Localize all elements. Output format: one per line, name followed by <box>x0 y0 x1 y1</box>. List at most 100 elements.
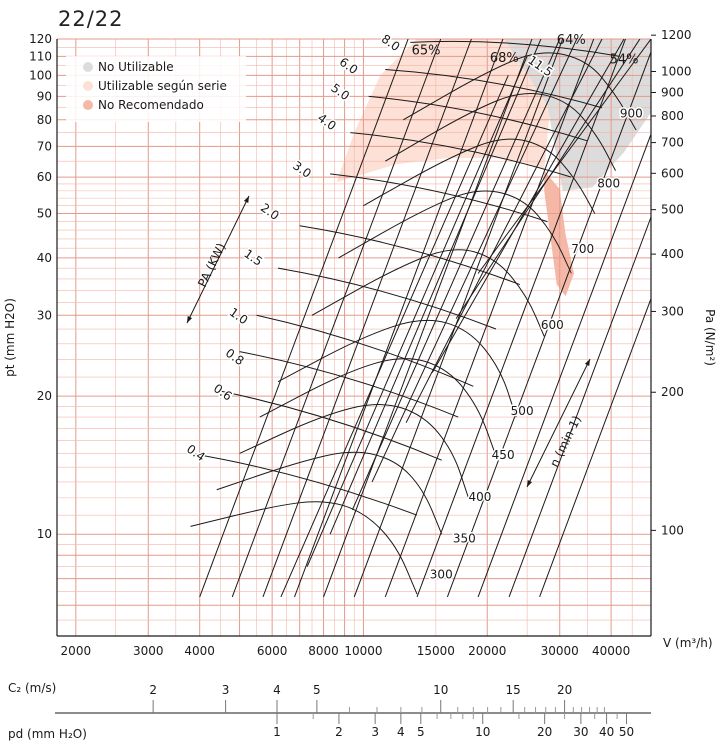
speed-line-500 <box>371 39 578 483</box>
power-arrow <box>186 195 250 324</box>
x-tick-label: 4000 <box>184 644 215 658</box>
x-tick-label: 20000 <box>468 644 506 658</box>
chart-lines <box>190 39 651 598</box>
pd-tick-label: 3 <box>371 725 379 739</box>
system-line <box>199 39 409 598</box>
pd-tick-label: 50 <box>619 725 634 739</box>
power-label-1.5: 1.5 <box>241 246 265 268</box>
c2-label: C₂ (m/s) <box>8 681 56 695</box>
y-axis-left-label: pt (mm H2O) <box>3 298 17 377</box>
pd-label: pd (mm H₂O) <box>8 727 87 741</box>
power-line-2.0 <box>299 225 521 286</box>
system-line <box>477 132 651 598</box>
power-label-5.0: 5.0 <box>328 81 352 103</box>
zone-no-recomendado <box>544 170 574 297</box>
speed-label-800: 800 <box>597 176 620 190</box>
pd-tick-label: 20 <box>537 725 552 739</box>
power-line-3.0 <box>330 173 548 223</box>
x-tick-label: 15000 <box>417 644 455 658</box>
speed-line-600 <box>405 39 603 423</box>
grid <box>57 38 652 637</box>
y-right-tick-label: 300 <box>661 304 684 318</box>
fan-curve-800 <box>363 138 596 214</box>
power-label-0.4: 0.4 <box>184 442 208 464</box>
c2-tick-label: 10 <box>433 683 448 697</box>
system-line <box>446 50 651 598</box>
y-right-tick-label: 700 <box>661 136 684 150</box>
y-left-tick-label: 120 <box>29 32 52 46</box>
x-tick-label: 30000 <box>541 644 579 658</box>
y-left-tick-label: 90 <box>37 89 52 103</box>
c2-tick-label: 15 <box>506 683 521 697</box>
x-tick-label: 40000 <box>592 644 630 658</box>
fan-curve-500 <box>277 319 517 418</box>
efficiency-label: 68% <box>490 51 519 66</box>
pd-tick-label: 1 <box>273 725 281 739</box>
y-left-tick-label: 30 <box>37 308 52 322</box>
efficiency-label: 54% <box>610 53 639 68</box>
y-left-tick-label: 20 <box>37 389 52 403</box>
fan-curve-1000 <box>403 52 637 131</box>
speed-label-350: 350 <box>453 531 476 545</box>
axes: 2000 3000 4000 6000 8000 10000 15000 20000 30000… <box>3 28 717 658</box>
speed-label-500: 500 <box>511 404 534 418</box>
power-arrow-head <box>243 196 249 203</box>
y-right-tick-label: 200 <box>661 385 684 399</box>
power-line-0.8 <box>239 351 459 418</box>
fan-curve-450 <box>259 358 497 457</box>
x-tick-label: 2000 <box>61 644 92 658</box>
speed-label-300: 300 <box>430 568 453 582</box>
x-tick-label: 6000 <box>257 644 288 658</box>
x-tick-label: 10000 <box>344 644 382 658</box>
system-line <box>508 215 651 598</box>
fan-curve-600 <box>311 249 545 337</box>
legend: No Utilizable Utilizable según serie No Re… <box>66 56 246 122</box>
x-tick-label: 8000 <box>308 644 339 658</box>
efficiency-label: 64% <box>557 33 586 48</box>
y-right-tick-label: 600 <box>661 166 684 180</box>
y-left-tick-label: 50 <box>37 206 52 220</box>
c2-tick-label: 3 <box>222 683 230 697</box>
power-line-4.0 <box>350 132 572 178</box>
power-label-4.0: 4.0 <box>315 111 339 133</box>
y-left-tick-label: 110 <box>29 49 52 63</box>
pd-tick-label: 2 <box>335 725 343 739</box>
pd-tick-label: 4 <box>397 725 405 739</box>
power-label-1.0: 1.0 <box>227 305 251 327</box>
system-line <box>353 39 564 598</box>
legend-swatch <box>83 100 93 110</box>
power-line-0.6 <box>220 390 442 461</box>
speed-label-400: 400 <box>468 490 491 504</box>
y-left-tick-label: 80 <box>37 113 52 127</box>
y-left-tick-label: 70 <box>37 139 52 153</box>
power-label-8.0: 8.0 <box>379 32 403 54</box>
fan-curve-300 <box>190 501 418 595</box>
speed-label-700: 700 <box>571 242 594 256</box>
power-label-0.6: 0.6 <box>211 381 235 403</box>
y-right-tick-label: 400 <box>661 247 684 261</box>
pd-tick-label: 10 <box>475 725 490 739</box>
speed-label-900: 900 <box>620 106 643 120</box>
y-left-tick-label: 60 <box>37 170 52 184</box>
power-line-6.0 <box>385 68 603 109</box>
power-line-0.4 <box>190 452 418 516</box>
x-tick-label: 3000 <box>133 644 164 658</box>
speed-line-450 <box>351 39 561 511</box>
power-label-6.0: 6.0 <box>337 55 361 77</box>
system-line <box>294 39 504 598</box>
speed-line-900 <box>477 39 651 274</box>
zone-no-utilizable <box>478 39 651 191</box>
fan-curve-700 <box>338 190 572 274</box>
y-right-tick-label: 800 <box>661 109 684 123</box>
y-left-tick-label: 100 <box>29 68 52 82</box>
speed-line-400 <box>329 39 542 535</box>
speed-line-350 <box>306 56 528 567</box>
x-axis-label: V (m³/h) <box>663 636 713 650</box>
c2-tick-label: 4 <box>273 683 281 697</box>
power-line-1.5 <box>277 267 497 330</box>
power-line-1.0 <box>256 314 474 387</box>
y-left-tick-label: 40 <box>37 251 52 265</box>
legend-box <box>66 56 246 122</box>
legend-swatch <box>83 81 93 91</box>
